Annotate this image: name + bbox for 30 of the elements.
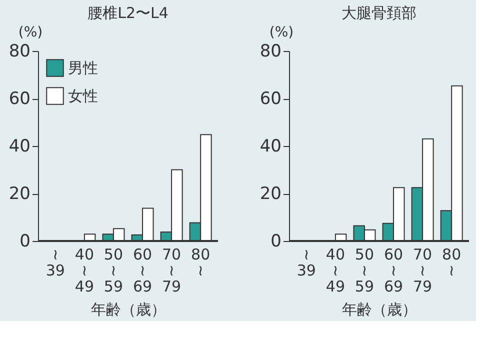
x-tick-label: 50 ≀ 59	[354, 246, 374, 296]
y-tick-label: 0	[20, 232, 30, 252]
y-axis-title: (%)	[269, 24, 294, 40]
legend-label: 男性	[68, 59, 98, 77]
x-tick-label: 40 ≀ 49	[74, 246, 94, 296]
y-tick-label: 20	[8, 184, 30, 204]
x-tick-label: 70 ≀ 79	[162, 246, 182, 296]
x-tick-label: ≀ 39	[296, 246, 316, 280]
x-axis-title: 年齢（歳）	[91, 300, 166, 318]
chart-title: 大腿骨頚部	[342, 4, 416, 22]
y-tick-label: 40	[8, 136, 30, 156]
y-tick-label: 80	[260, 42, 282, 62]
y-tick-label: 80	[8, 42, 30, 62]
x-tick-label: 60 ≀ 69	[384, 246, 404, 296]
y-tick-label: 60	[260, 89, 282, 109]
x-axis-title: 年齢（歳）	[342, 300, 417, 318]
chart-title: 腰椎L2〜L4	[88, 4, 168, 22]
y-tick-label: 40	[260, 136, 282, 156]
y-tick-label: 60	[8, 89, 30, 109]
x-tick-label: 70 ≀ 79	[413, 246, 432, 296]
x-tick-label: 60 ≀ 69	[132, 246, 152, 296]
y-tick-label: 20	[260, 184, 282, 204]
legend-label: 女性	[68, 87, 98, 105]
x-tick-label: 50 ≀ 59	[104, 246, 124, 296]
x-tick-label: ≀ 39	[46, 246, 65, 280]
y-axis-title: (%)	[18, 24, 43, 40]
x-tick-label: 40 ≀ 49	[326, 246, 345, 296]
x-tick-label: 80 ≀	[191, 246, 210, 280]
x-tick-label: 80 ≀	[442, 246, 462, 280]
y-tick-label: 0	[270, 232, 282, 252]
